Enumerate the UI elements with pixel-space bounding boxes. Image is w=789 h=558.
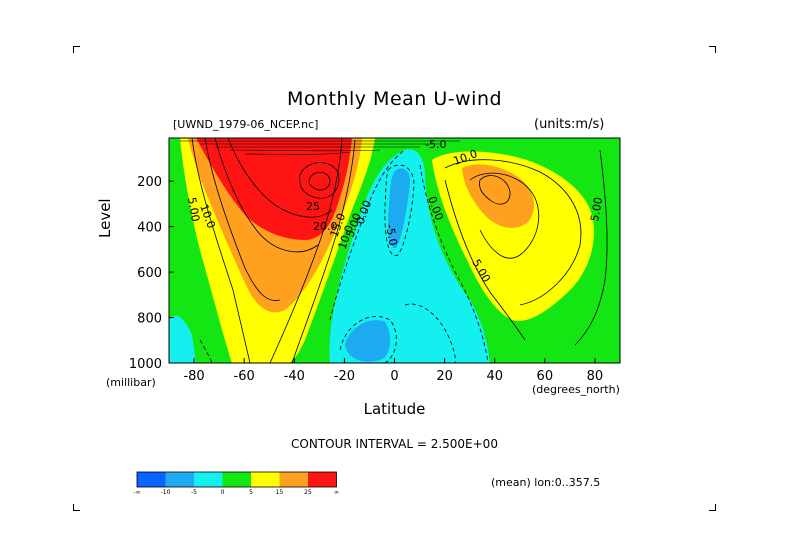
x-tick-label: 60 — [537, 369, 554, 384]
x-tick-label: 80 — [587, 369, 604, 384]
y-axis: 200 400 600 800 1000 — [129, 175, 174, 372]
colorbar-tick-label: 0 — [221, 489, 225, 496]
x-tick-label: -20 — [334, 369, 355, 384]
colorbar-tick-label: 25 — [304, 489, 312, 496]
x-tick-label: 20 — [436, 369, 453, 384]
mean-lon-text: (mean) lon:0..357.5 — [491, 476, 601, 489]
contour-lines — [191, 138, 608, 363]
colorbar-tick-label: -5 — [191, 489, 197, 496]
contour-label: -5.0 — [425, 138, 446, 151]
negative-contour-lines — [199, 149, 489, 363]
contour-label: 5.00 — [588, 196, 605, 222]
contour-label: 25 — [306, 200, 320, 213]
contour-label: -5.0 — [383, 223, 400, 246]
colorbar-bin — [279, 472, 308, 487]
colorbar-tick-label: 5 — [249, 489, 253, 496]
corner-mark-top-left — [73, 46, 80, 53]
y-tick-label: 200 — [137, 175, 162, 190]
colorbar-tick-label: -10 — [161, 489, 171, 496]
x-tick-label: 40 — [486, 369, 503, 384]
x-axis-unit: (degrees_north) — [532, 383, 620, 396]
y-axis-unit: (millibar) — [106, 376, 156, 389]
region-strong-easterly-lower — [345, 320, 391, 362]
colorbar-bin — [308, 472, 337, 487]
y-tick-label: 1000 — [129, 357, 162, 372]
corner-mark-bottom-right — [709, 504, 716, 511]
x-tick-label: -60 — [234, 369, 255, 384]
contour-label: 20.0 — [313, 220, 338, 233]
corner-mark-bottom-left — [73, 504, 80, 511]
y-tick-label: 800 — [137, 312, 162, 327]
x-axis-label: Latitude — [363, 400, 426, 418]
colorbar-bin — [165, 472, 194, 487]
contour-fill-layer — [169, 138, 620, 363]
y-tick-label: 400 — [137, 221, 162, 236]
contour-label: 5.00 — [185, 196, 202, 222]
chart-title: Monthly Mean U-wind — [286, 88, 503, 110]
units-label: (units:m/s) — [534, 117, 605, 132]
colorbar: -∞ -10 -5 0 5 15 25 ∞ — [133, 471, 339, 496]
colorbar-tick-label: ∞ — [334, 489, 339, 496]
colorbar-bin — [137, 472, 166, 487]
colorbar-bin — [194, 472, 223, 487]
upper-contour-lines — [180, 140, 460, 155]
region-easterly — [329, 149, 490, 363]
colorbar-frame — [136, 471, 337, 488]
y-tick-label: 600 — [137, 266, 162, 281]
x-tick-label: -80 — [183, 369, 204, 384]
colorbar-tick-label: 15 — [276, 489, 284, 496]
x-tick-label: 0 — [390, 369, 398, 384]
colorbar-bin — [222, 472, 251, 487]
x-axis: -80 -60 -40 -20 0 20 40 60 80 — [183, 358, 603, 384]
contour-interval-text: CONTOUR INTERVAL = 2.500E+00 — [291, 437, 498, 451]
source-label: [UWND_1979-06_NCEP.nc] — [173, 118, 319, 131]
colorbar-bin — [251, 472, 280, 487]
region-strong-easterly-upper — [388, 168, 411, 249]
x-tick-label: -40 — [284, 369, 305, 384]
corner-mark-top-right — [709, 46, 716, 53]
colorbar-tick-label: -∞ — [133, 489, 140, 496]
region-easterly-south-surface — [169, 315, 196, 363]
